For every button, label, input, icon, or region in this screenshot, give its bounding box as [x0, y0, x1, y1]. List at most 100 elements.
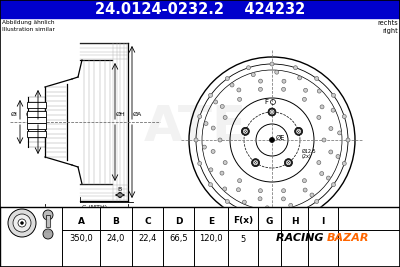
- Bar: [0, 18, 400, 207]
- Text: D: D: [38, 211, 43, 216]
- Circle shape: [284, 159, 292, 167]
- Circle shape: [298, 76, 302, 80]
- Circle shape: [289, 203, 293, 207]
- Circle shape: [270, 62, 274, 66]
- Circle shape: [317, 89, 321, 93]
- Circle shape: [225, 77, 229, 81]
- Circle shape: [294, 66, 298, 70]
- Circle shape: [258, 87, 262, 91]
- Bar: [0, 0, 400, 18]
- Text: RACING: RACING: [276, 233, 327, 243]
- Circle shape: [315, 199, 319, 203]
- Text: 120,0: 120,0: [199, 234, 223, 244]
- Circle shape: [230, 83, 234, 87]
- Circle shape: [237, 88, 241, 92]
- Circle shape: [208, 93, 212, 97]
- Circle shape: [329, 127, 333, 131]
- Circle shape: [317, 115, 321, 119]
- Circle shape: [282, 189, 286, 193]
- Bar: [27, 123, 46, 129]
- Text: Ø12,5
(2x): Ø12,5 (2x): [302, 149, 317, 159]
- Text: Abbildung ähnlich
Illustration similar: Abbildung ähnlich Illustration similar: [2, 20, 55, 32]
- Text: 24,0: 24,0: [107, 234, 125, 244]
- Circle shape: [302, 97, 306, 101]
- Text: B: B: [112, 217, 120, 226]
- Circle shape: [220, 171, 224, 175]
- Circle shape: [282, 197, 286, 201]
- Bar: [27, 131, 46, 137]
- Circle shape: [320, 172, 324, 175]
- Text: A: A: [78, 217, 84, 226]
- Circle shape: [342, 162, 346, 166]
- Bar: [27, 102, 46, 108]
- Text: ØA: ØA: [133, 112, 142, 116]
- Circle shape: [242, 200, 246, 204]
- Circle shape: [223, 115, 227, 119]
- Circle shape: [251, 73, 255, 77]
- Text: rechts
right: rechts right: [377, 20, 398, 34]
- Text: E: E: [208, 217, 214, 226]
- Circle shape: [258, 197, 262, 201]
- Circle shape: [198, 115, 202, 119]
- Circle shape: [225, 199, 229, 203]
- Text: 22,4: 22,4: [138, 234, 157, 244]
- Text: ØI: ØI: [11, 112, 18, 116]
- Circle shape: [331, 108, 335, 112]
- Text: ATE: ATE: [144, 103, 246, 151]
- Circle shape: [238, 179, 242, 183]
- Circle shape: [211, 126, 215, 130]
- Circle shape: [310, 193, 314, 197]
- Circle shape: [220, 104, 224, 108]
- Text: C (MTH): C (MTH): [82, 205, 107, 210]
- Circle shape: [326, 176, 330, 180]
- Circle shape: [241, 127, 249, 135]
- Circle shape: [204, 121, 208, 125]
- Circle shape: [270, 138, 274, 143]
- Circle shape: [317, 160, 321, 164]
- Circle shape: [275, 70, 279, 74]
- Text: 5: 5: [240, 234, 246, 244]
- Circle shape: [295, 127, 303, 135]
- Circle shape: [202, 145, 206, 149]
- Circle shape: [198, 162, 202, 166]
- Circle shape: [304, 88, 308, 92]
- Circle shape: [338, 131, 342, 135]
- Circle shape: [218, 138, 222, 142]
- Circle shape: [18, 219, 26, 227]
- Circle shape: [302, 179, 306, 183]
- Circle shape: [332, 183, 336, 187]
- Text: H: H: [291, 217, 298, 226]
- Circle shape: [322, 138, 326, 142]
- Bar: [27, 117, 46, 123]
- Circle shape: [246, 66, 250, 70]
- Bar: [46, 215, 50, 227]
- Text: D: D: [175, 217, 182, 226]
- Circle shape: [43, 229, 53, 239]
- Circle shape: [20, 222, 24, 225]
- Circle shape: [209, 168, 213, 172]
- Bar: [0, 207, 400, 267]
- Text: C: C: [144, 217, 151, 226]
- Circle shape: [346, 138, 350, 142]
- Circle shape: [214, 100, 218, 104]
- Text: G: G: [266, 217, 273, 226]
- Circle shape: [258, 189, 262, 193]
- Circle shape: [223, 160, 227, 164]
- Text: 24.0124-0232.2    424232: 24.0124-0232.2 424232: [95, 2, 305, 17]
- Circle shape: [315, 77, 319, 81]
- Circle shape: [303, 188, 307, 192]
- Text: ØH: ØH: [116, 112, 126, 116]
- Circle shape: [282, 79, 286, 83]
- Bar: [27, 111, 46, 117]
- Circle shape: [194, 138, 198, 142]
- Circle shape: [265, 206, 269, 210]
- Circle shape: [8, 209, 36, 237]
- Text: ØG: ØG: [26, 112, 36, 116]
- Circle shape: [208, 183, 212, 187]
- Circle shape: [294, 210, 298, 214]
- Circle shape: [238, 97, 242, 101]
- Text: 66,5: 66,5: [169, 234, 188, 244]
- Circle shape: [270, 214, 274, 218]
- Circle shape: [252, 159, 260, 167]
- Circle shape: [223, 187, 227, 191]
